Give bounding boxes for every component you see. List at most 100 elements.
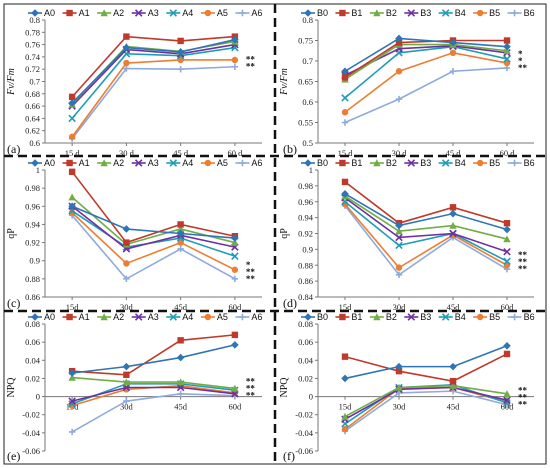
legend-label: B6 xyxy=(524,312,535,322)
legend-marker xyxy=(169,313,178,321)
data-point xyxy=(68,193,76,201)
chart-panel-6: -0.06 -0.04 -0.02 0 0.02 0.04 0.06 0.08 15d 30d 45… xyxy=(279,312,535,463)
data-point xyxy=(395,227,403,235)
series-line xyxy=(344,43,508,81)
series-line xyxy=(344,37,508,72)
series-line xyxy=(344,67,508,124)
x-tick-label: 30d xyxy=(120,402,134,412)
legend-label: B6 xyxy=(524,8,535,18)
data-point xyxy=(176,48,185,56)
x-tick-label: 15d xyxy=(66,302,80,312)
series-b4 xyxy=(341,197,511,266)
data-point xyxy=(503,257,511,266)
legend-label: B3 xyxy=(420,312,431,322)
significance-mark: ** xyxy=(518,257,528,267)
data-point xyxy=(395,233,403,242)
y-tick-label: -0.02 xyxy=(295,410,313,420)
series-b1 xyxy=(341,350,511,385)
data-point xyxy=(503,37,511,44)
data-point xyxy=(503,396,511,404)
y-tick-label: -0.06 xyxy=(22,446,40,456)
data-point xyxy=(122,362,131,371)
legend-label: A3 xyxy=(148,312,159,322)
legend-label: A0 xyxy=(44,312,55,322)
legend-marker xyxy=(134,9,143,17)
legend-item-b0: B0 xyxy=(301,158,328,168)
legend-item-b0: B0 xyxy=(301,312,328,322)
data-point xyxy=(395,39,403,46)
series-line xyxy=(71,65,235,140)
legend-label: B1 xyxy=(351,8,362,18)
legend-item-a5: A5 xyxy=(200,158,228,168)
y-tick-label: 0.86 xyxy=(298,276,313,286)
significance-mark: ** xyxy=(518,264,528,274)
data-point xyxy=(123,260,130,267)
y-tick-label: 0.6 xyxy=(302,97,313,107)
legend-item-b1: B1 xyxy=(335,312,362,322)
legend-item-b5: B5 xyxy=(473,312,500,322)
y-tick-label: 0.74 xyxy=(25,52,41,62)
data-point xyxy=(503,399,511,407)
legend-marker xyxy=(169,159,178,167)
data-point xyxy=(503,247,511,256)
y-tick-label: 0.94 xyxy=(298,213,314,223)
series-b6 xyxy=(341,64,511,126)
x-tick-label: 45d xyxy=(447,302,461,312)
series-line xyxy=(71,59,235,138)
series-a3 xyxy=(68,202,239,253)
legend-label: B5 xyxy=(489,312,500,322)
data-point xyxy=(449,209,457,218)
data-point xyxy=(177,390,184,398)
y-tick-label: -0.04 xyxy=(295,428,313,438)
legend-marker xyxy=(407,313,416,321)
significance-mark: ** xyxy=(518,250,528,260)
data-point xyxy=(449,49,457,56)
legend-item-b6: B6 xyxy=(507,8,535,18)
legend-item-a0: A0 xyxy=(28,312,55,322)
data-point xyxy=(177,221,184,228)
legend-label: B4 xyxy=(455,8,466,18)
legend-label: A4 xyxy=(182,8,193,18)
series-a5 xyxy=(68,56,239,141)
significance-mark: ** xyxy=(246,384,256,394)
data-point xyxy=(503,350,511,358)
data-point xyxy=(231,234,239,242)
series-a4 xyxy=(68,380,239,408)
series-line xyxy=(71,35,235,98)
data-point xyxy=(68,168,76,176)
series-line xyxy=(344,386,508,420)
legend-label: A2 xyxy=(113,8,124,18)
y-tick-label: 0.84 xyxy=(298,292,314,302)
legend: A0 A1 A2 A3 A4 A5 A6 xyxy=(28,158,262,168)
legend-label: A6 xyxy=(251,312,262,322)
y-tick-label: 0.75 xyxy=(298,36,313,46)
y-tick-label: -0.06 xyxy=(295,446,313,456)
y-tick-label: 0.04 xyxy=(25,355,41,365)
legend-marker xyxy=(100,159,108,167)
data-point xyxy=(68,400,76,408)
series-a3 xyxy=(68,383,239,405)
legend-item-a2: A2 xyxy=(97,8,124,18)
y-axis-label: NPQ xyxy=(6,377,17,398)
legend-label: A1 xyxy=(79,158,90,168)
data-point xyxy=(177,37,184,45)
series-b2 xyxy=(341,192,511,243)
legend-item-b5: B5 xyxy=(473,158,500,168)
y-tick-label: 0 xyxy=(309,392,313,402)
y-tick-label: 0.5 xyxy=(302,138,313,148)
x-tick-label: 60d xyxy=(501,302,515,312)
legend-item-a3: A3 xyxy=(131,8,159,18)
series-line xyxy=(71,46,235,119)
data-point xyxy=(123,33,130,40)
series-line xyxy=(344,193,508,231)
data-point xyxy=(122,225,131,233)
y-tick-label: 0.7 xyxy=(29,77,40,87)
y-tick-label: 0.98 xyxy=(25,183,40,193)
legend-item-b0: B0 xyxy=(301,8,328,18)
data-point xyxy=(176,383,185,392)
series-a2 xyxy=(68,193,239,248)
legend-item-b2: B2 xyxy=(369,158,397,168)
data-point xyxy=(341,178,349,186)
data-point xyxy=(341,190,349,198)
y-tick-label: 0.86 xyxy=(25,292,40,302)
